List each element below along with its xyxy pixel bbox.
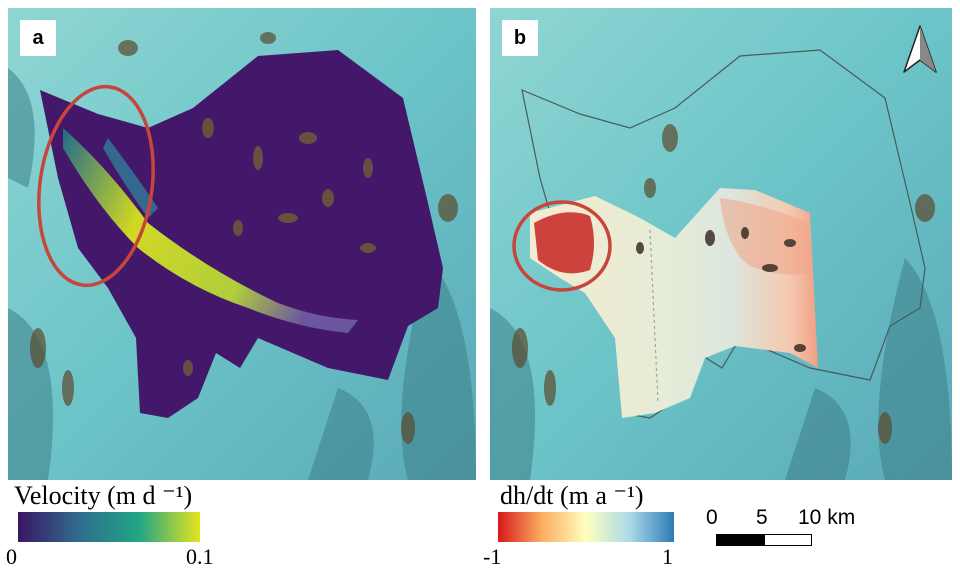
velocity-max-label: 0.1	[186, 544, 214, 569]
panel-label-b: b	[502, 20, 538, 56]
scale-bar-segment-black	[716, 534, 766, 546]
velocity-min-label: 0	[6, 544, 17, 569]
scale-label-10km: 10 km	[798, 506, 856, 529]
elevation-change-map-image	[490, 8, 952, 480]
elevation-change-map-panel: b	[490, 8, 952, 480]
velocity-map-panel: a	[8, 8, 476, 480]
dhdt-max-label: 1	[662, 544, 673, 569]
scale-bar-segment-white	[764, 534, 812, 546]
highlight-ellipse	[37, 84, 155, 288]
velocity-map-image	[8, 8, 476, 480]
velocity-colorbar	[18, 512, 200, 542]
highlight-ellipse	[512, 200, 612, 292]
dhdt-min-label: -1	[483, 544, 502, 569]
dhdt-legend-title: dh/dt (m a ⁻¹)	[500, 481, 644, 510]
scale-label-0: 0	[706, 506, 718, 529]
north-arrow-icon	[903, 25, 937, 73]
dhdt-colorbar	[498, 512, 674, 542]
velocity-legend-title: Velocity (m d ⁻¹)	[14, 481, 193, 510]
panel-label-a: a	[20, 20, 56, 56]
scale-label-5: 5	[756, 506, 768, 529]
